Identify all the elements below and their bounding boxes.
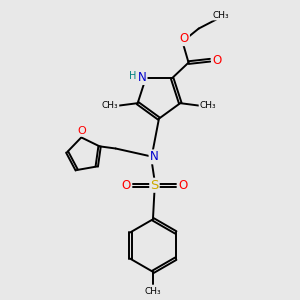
Text: N: N bbox=[149, 150, 158, 164]
Text: O: O bbox=[77, 126, 86, 136]
Text: CH₃: CH₃ bbox=[200, 101, 216, 110]
Text: O: O bbox=[178, 179, 187, 192]
Text: CH₃: CH₃ bbox=[102, 101, 119, 110]
Text: H: H bbox=[129, 71, 136, 81]
Text: S: S bbox=[150, 179, 159, 192]
Text: CH₃: CH₃ bbox=[212, 11, 229, 20]
Text: O: O bbox=[122, 179, 131, 192]
Text: O: O bbox=[180, 32, 189, 45]
Text: CH₃: CH₃ bbox=[145, 287, 161, 296]
Text: O: O bbox=[212, 54, 221, 67]
Text: N: N bbox=[138, 71, 147, 84]
